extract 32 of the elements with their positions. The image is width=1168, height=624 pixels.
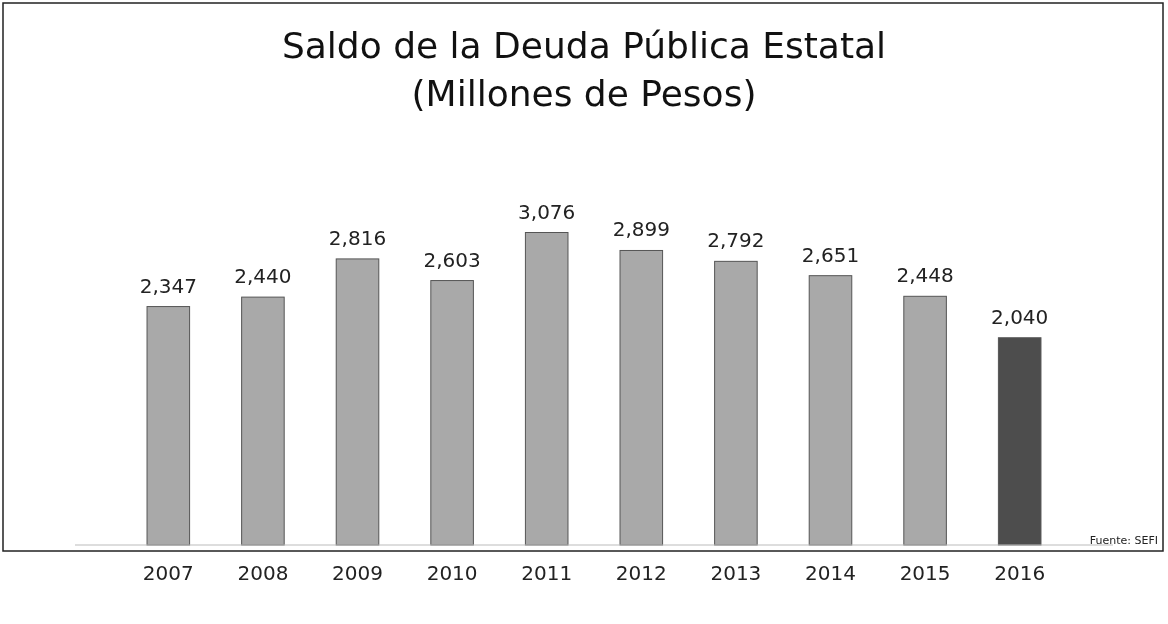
data-label: 2,040 xyxy=(991,304,1049,329)
data-label: 2,816 xyxy=(328,225,387,250)
bar xyxy=(146,306,191,546)
x-tick-label: 2011 xyxy=(521,561,573,585)
bar xyxy=(524,232,569,546)
x-tick-label: 2016 xyxy=(994,561,1046,585)
x-tick-label: 2013 xyxy=(710,561,762,585)
data-label: 2,651 xyxy=(801,242,860,267)
data-label: 2,899 xyxy=(612,217,670,242)
data-label: 2,440 xyxy=(234,264,292,289)
data-label: 2,792 xyxy=(707,228,765,253)
data-label: 3,076 xyxy=(518,199,576,224)
x-tick-label: 2007 xyxy=(142,561,194,585)
bar xyxy=(619,249,664,546)
data-label: 2,603 xyxy=(423,247,481,272)
bar xyxy=(714,260,758,546)
x-tick-label: 2009 xyxy=(332,561,383,585)
data-label: 2,347 xyxy=(139,273,197,298)
x-tick-label: 2010 xyxy=(426,561,478,585)
x-tick-label: 2014 xyxy=(805,561,856,585)
annotation: Fuente: SEFI xyxy=(1089,534,1158,547)
x-tick-label: 2012 xyxy=(615,561,667,585)
bar xyxy=(903,295,947,546)
x-tick-label: 2008 xyxy=(237,561,289,585)
bar xyxy=(241,296,285,546)
bar xyxy=(335,258,380,546)
chart-title: Saldo de la Deuda Pública Estatal (Millones de Pesos) xyxy=(281,25,887,114)
bar xyxy=(430,280,474,546)
x-tick-label: 2015 xyxy=(899,561,951,585)
data-label: 2,448 xyxy=(896,263,954,288)
bar xyxy=(808,275,853,546)
bar xyxy=(997,337,1042,546)
